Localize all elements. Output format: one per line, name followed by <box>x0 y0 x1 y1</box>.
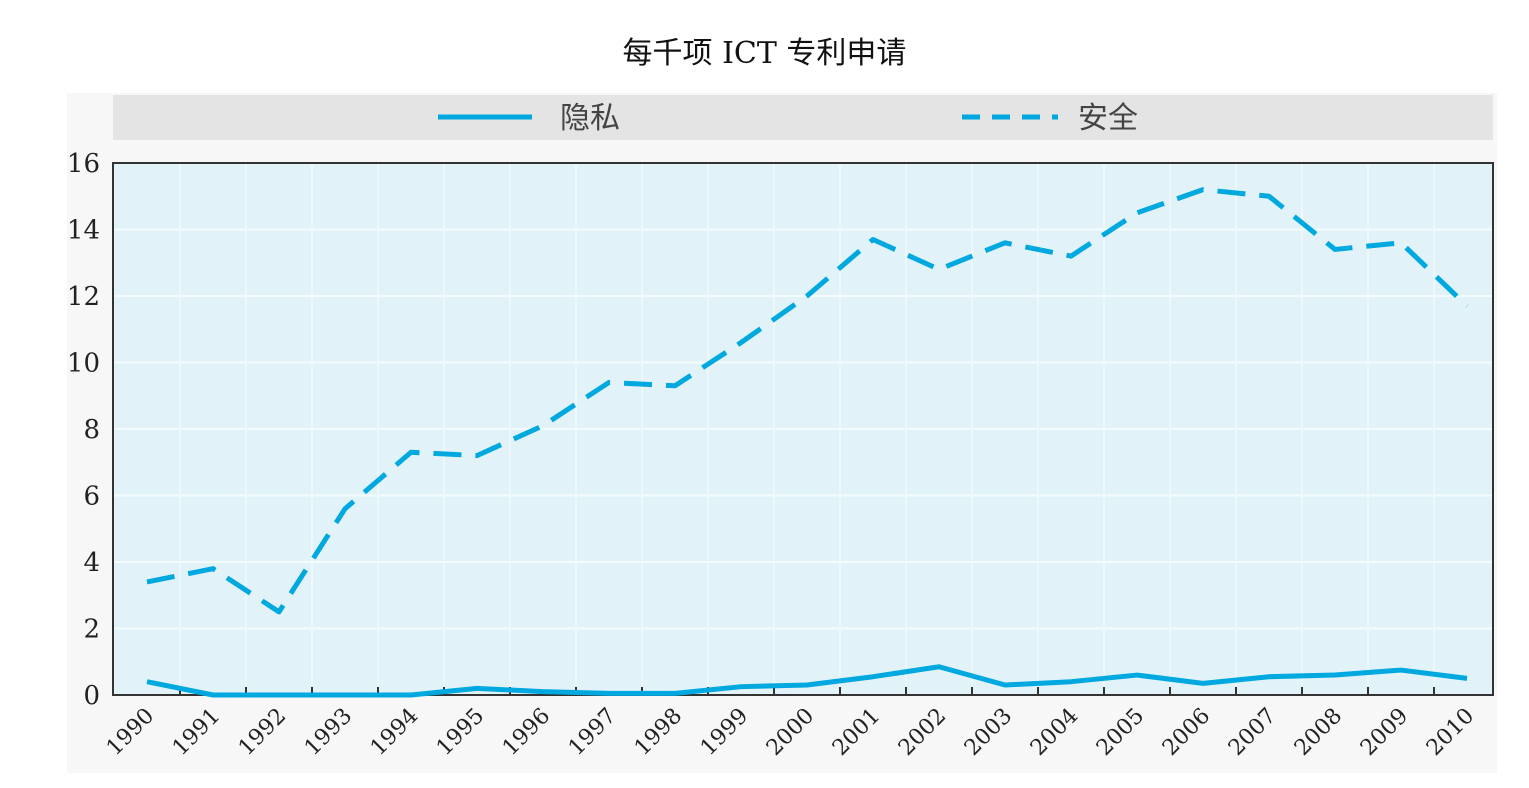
y-tick-label: 16 <box>67 149 100 179</box>
y-tick-label: 6 <box>83 482 100 512</box>
plot-frame <box>112 162 1494 696</box>
y-tick-label: 14 <box>67 216 100 246</box>
y-tick-label: 10 <box>67 349 100 379</box>
legend-label: 安全 <box>1078 101 1138 136</box>
legend-label: 隐私 <box>560 101 620 136</box>
y-tick-label: 4 <box>83 548 100 578</box>
y-tick-label: 8 <box>83 415 100 445</box>
legend-background <box>113 95 1493 140</box>
y-tick-label: 0 <box>83 681 100 711</box>
y-tick-label: 2 <box>83 615 100 645</box>
y-tick-label: 12 <box>67 282 100 312</box>
chart-title: 每千项 ICT 专利申请 <box>622 36 907 71</box>
